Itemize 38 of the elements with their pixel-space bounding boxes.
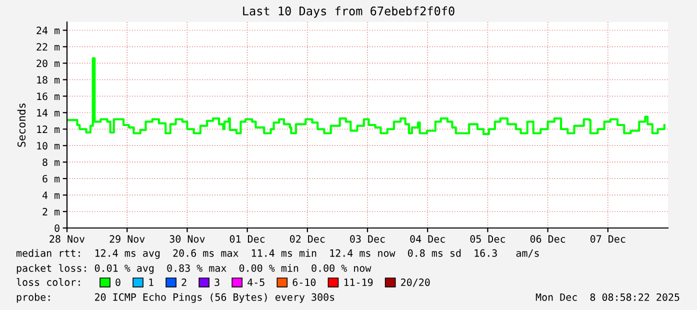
legend-label: 11-19 <box>344 278 373 286</box>
text: Mon Dec 8 08:58:22 2025 <box>536 293 680 301</box>
x-tick-label: 06 Dec <box>530 235 566 243</box>
x-tick-label: 02 Dec <box>290 235 325 243</box>
legend-label: 1 <box>149 278 154 286</box>
text: median rtt: 12.4 ms avg 20.6 ms max 11.4 ms min 12.4 ms now 0.8 ms sd 16.3 am/s <box>16 249 539 259</box>
legend-label: 6-10 <box>292 278 316 286</box>
legend-label: 4-5 <box>248 278 264 286</box>
y-tick-label: 2 m <box>42 208 60 216</box>
x-tick-label: 28 Nov <box>50 235 85 243</box>
y-tick-label: 12 m <box>37 126 60 133</box>
y-tick-label: 24 m <box>36 26 60 34</box>
y-tick-label: 6 m <box>42 174 60 183</box>
y-tick-label: 10 m <box>37 142 60 150</box>
legend-label: 20/20 <box>401 278 430 287</box>
x-tick-label: 03 Dec <box>350 235 385 243</box>
x-tick-label: 30 Nov <box>170 235 205 243</box>
y-tick-label: 20 m <box>36 60 60 68</box>
legend-label: 2 <box>182 278 186 286</box>
x-tick-label: 29 Nov <box>110 235 145 243</box>
legend-label: 0 <box>116 278 120 286</box>
y-tick-label: 18 m <box>37 76 60 84</box>
x-tick-label: 05 Dec <box>470 235 505 243</box>
y-tick-label: 22 m <box>36 43 60 51</box>
x-tick-label: 04 Dec <box>410 235 445 243</box>
text: probe: 20 ICMP Echo Pings (56 Bytes) every 300s <box>16 293 334 303</box>
x-tick-label: 07 Dec <box>590 235 626 243</box>
legend-title: loss color: <box>16 278 80 286</box>
y-tick-label: 16 m <box>37 92 60 100</box>
y-axis-title: Seconds <box>17 104 26 147</box>
y-tick-label: 8 m <box>42 158 60 166</box>
y-tick-label: 4 m <box>42 192 60 199</box>
text: packet loss: 0.01 % avg 0.83 % max 0.00 % min 0.00 % now <box>16 264 372 274</box>
legend-label: 3 <box>214 278 220 286</box>
x-tick-label: 01 Dec <box>230 235 265 243</box>
chart-title: Last 10 Days from 67ebebf2f0f0 <box>243 6 454 18</box>
y-tick-label: 0 <box>54 224 60 232</box>
y-tick-label: 14 m <box>37 109 60 116</box>
